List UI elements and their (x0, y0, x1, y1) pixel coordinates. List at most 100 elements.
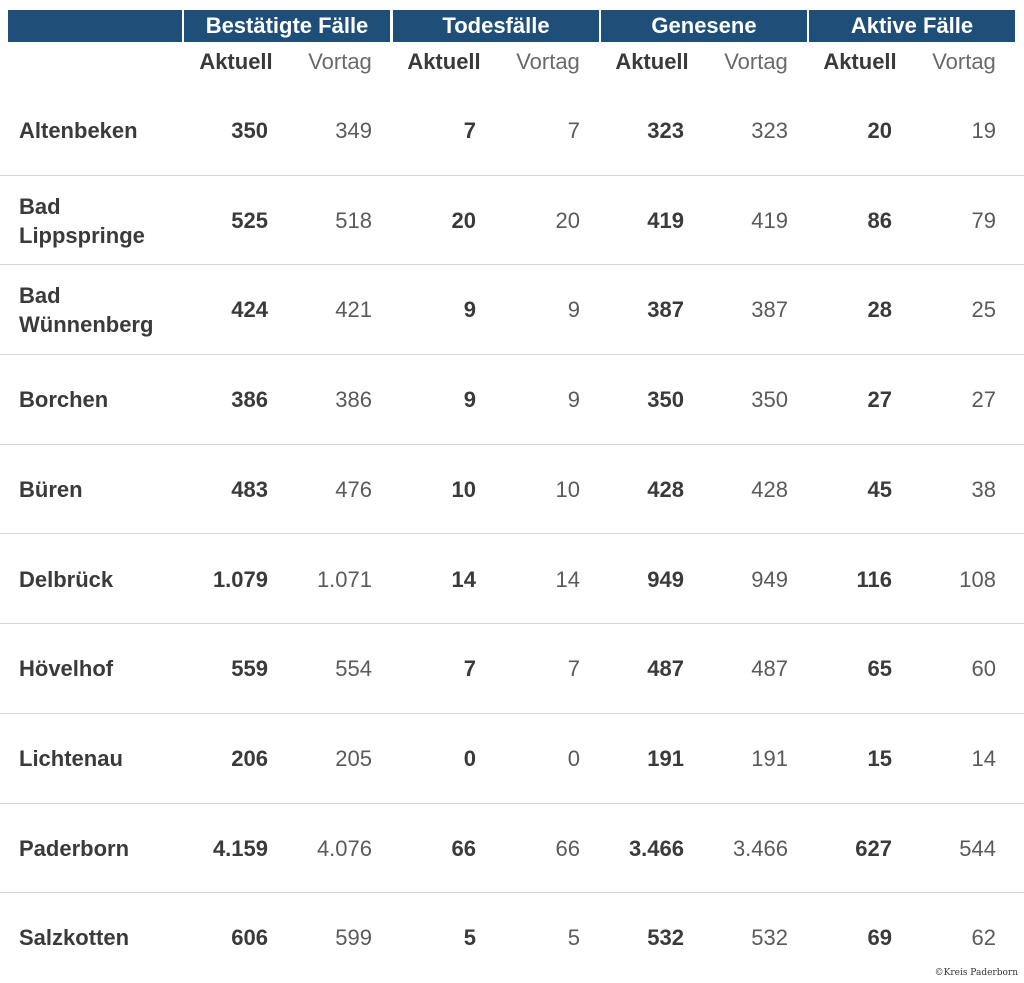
municipality-name: Salzkotten (19, 925, 130, 951)
value-vortag: 419 (751, 207, 788, 233)
value-vortag: 476 (335, 476, 372, 502)
value-aktuell: 323 (647, 118, 684, 143)
value-aktuell: 428 (647, 476, 684, 502)
value-aktuell: 10 (451, 476, 476, 502)
row-divider (0, 174, 1024, 176)
municipality-name: Paderborn (19, 835, 130, 861)
subheader-aktuell: Aktuell (199, 49, 273, 74)
value-vortag: 323 (751, 118, 788, 143)
value-vortag: 544 (959, 835, 996, 861)
value-aktuell: 69 (867, 925, 892, 951)
credit-text: ©Kreis Paderborn (934, 968, 1018, 978)
value-vortag: 4.076 (316, 835, 372, 861)
value-vortag: 191 (751, 745, 788, 771)
value-vortag: 27 (971, 387, 996, 413)
table-row: Borchen 386 386 9 9 350 350 27 27 (0, 355, 1024, 445)
value-aktuell: 14 (451, 566, 476, 592)
value-aktuell: 627 (855, 835, 892, 861)
value-aktuell: 116 (856, 566, 893, 592)
row-divider (0, 802, 1024, 804)
value-aktuell: 7 (463, 118, 476, 143)
table-row: Bad Lippspringe 525 518 20 20 419 419 86 79 (0, 176, 1024, 266)
value-aktuell: 387 (647, 297, 684, 323)
value-aktuell: 86 (867, 207, 892, 233)
value-aktuell: 525 (231, 207, 268, 233)
value-vortag: 205 (335, 745, 372, 771)
value-vortag: 532 (751, 925, 788, 951)
value-aktuell: 424 (231, 297, 268, 323)
value-aktuell: 206 (231, 745, 268, 771)
municipality-name: Hövelhof (19, 656, 114, 682)
municipality-name: Altenbeken (19, 118, 138, 143)
column-group-header: Aktive Fälle (809, 10, 1015, 42)
value-vortag: 14 (555, 566, 580, 592)
value-vortag: 9 (567, 387, 580, 413)
value-aktuell: 1.079 (212, 566, 268, 592)
subheader-vortag: Vortag (308, 49, 372, 74)
value-vortag: 554 (335, 656, 372, 682)
value-aktuell: 5 (463, 925, 476, 951)
value-vortag: 62 (971, 925, 996, 951)
value-vortag: 428 (751, 476, 788, 502)
value-vortag: 949 (751, 566, 788, 592)
value-aktuell: 487 (647, 656, 684, 682)
subheader-vortag: Vortag (516, 49, 580, 74)
municipality-name: Bad Lippspringe (19, 193, 145, 248)
value-aktuell: 9 (463, 297, 476, 323)
table-row: Delbrück 1.079 1.071 14 14 949 949 116 108 (0, 535, 1024, 625)
column-group-header: Bestätigte Fälle (184, 10, 390, 42)
value-vortag: 0 (567, 745, 580, 771)
value-vortag: 349 (335, 118, 372, 143)
value-aktuell: 27 (867, 387, 892, 413)
value-aktuell: 15 (867, 745, 892, 771)
municipality-name: Büren (19, 476, 83, 502)
value-vortag: 599 (335, 925, 372, 951)
table-row: Altenbeken 350 349 7 7 323 323 20 19 (0, 86, 1024, 176)
value-aktuell: 65 (867, 656, 892, 682)
value-vortag: 421 (335, 297, 372, 323)
table-row: Paderborn 4.159 4.076 66 66 3.466 3.466 627 544 (0, 804, 1024, 894)
value-aktuell: 532 (647, 925, 684, 951)
value-aktuell: 949 (647, 566, 684, 592)
value-vortag: 19 (971, 118, 996, 143)
value-vortag: 7 (567, 656, 580, 682)
municipality-name: Bad Wünnenberg (19, 283, 154, 338)
subheader-aktuell: Aktuell (823, 49, 897, 74)
subheader-aktuell: Aktuell (615, 49, 689, 74)
subheader-aktuell: Aktuell (407, 49, 481, 74)
value-vortag: 20 (555, 207, 580, 233)
value-aktuell: 45 (867, 476, 892, 502)
value-aktuell: 7 (463, 656, 476, 682)
value-vortag: 25 (971, 297, 996, 323)
row-divider (0, 264, 1024, 266)
municipality-name: Lichtenau (19, 745, 123, 771)
table-row: Büren 483 476 10 10 428 428 45 38 (0, 445, 1024, 535)
value-vortag: 386 (335, 387, 372, 413)
value-vortag: 1.071 (316, 566, 372, 592)
value-aktuell: 606 (231, 925, 268, 951)
value-vortag: 3.466 (732, 835, 788, 861)
municipality-name: Delbrück (19, 566, 114, 592)
row-divider (0, 354, 1024, 356)
value-aktuell: 20 (867, 118, 892, 143)
value-aktuell: 28 (867, 297, 892, 323)
value-vortag: 350 (751, 387, 788, 413)
value-aktuell: 0 (463, 745, 476, 771)
value-aktuell: 350 (231, 118, 268, 143)
column-group-header: Todesfälle (393, 10, 599, 42)
row-divider (0, 712, 1024, 714)
value-vortag: 518 (335, 207, 372, 233)
value-vortag: 66 (555, 835, 580, 861)
value-aktuell: 20 (451, 207, 476, 233)
table-row: Hövelhof 559 554 7 7 487 487 65 60 (0, 624, 1024, 714)
value-vortag: 10 (555, 476, 580, 502)
value-vortag: 7 (567, 118, 580, 143)
value-aktuell: 419 (647, 207, 684, 233)
value-vortag: 38 (971, 476, 996, 502)
subheader-vortag: Vortag (724, 49, 788, 74)
row-divider (0, 892, 1024, 894)
value-aktuell: 3.466 (628, 835, 684, 861)
header-band-left (8, 10, 182, 42)
value-aktuell: 9 (463, 387, 476, 413)
value-aktuell: 4.159 (212, 835, 268, 861)
